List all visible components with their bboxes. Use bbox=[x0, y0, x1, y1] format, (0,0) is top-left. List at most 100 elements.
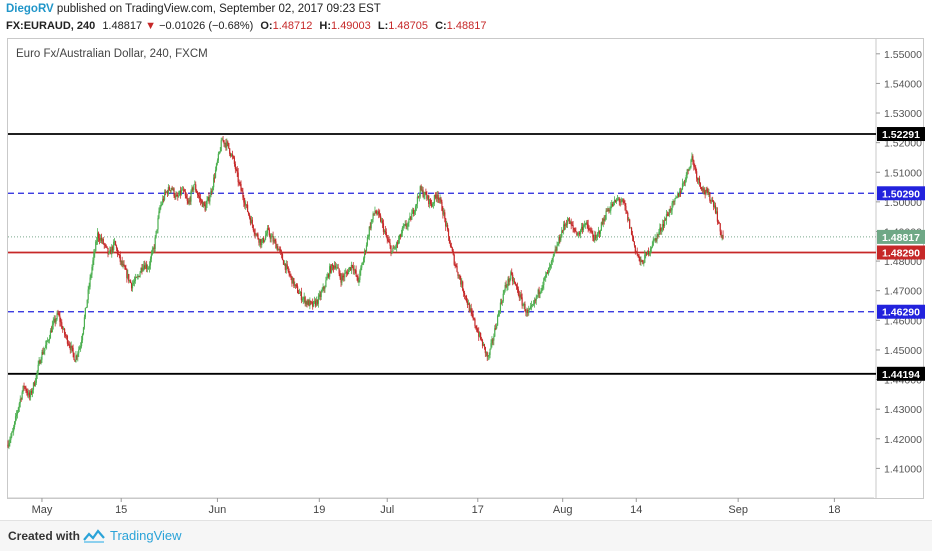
candle-body bbox=[512, 274, 514, 282]
candle-body bbox=[103, 243, 105, 245]
chart-title: Euro Fx/Australian Dollar, 240, FXCM bbox=[16, 48, 208, 60]
candle-body bbox=[91, 267, 93, 275]
candle-body bbox=[248, 214, 251, 218]
candle-body bbox=[642, 261, 644, 264]
candle-body bbox=[616, 198, 619, 200]
candle-body bbox=[279, 249, 281, 250]
candle-body bbox=[225, 143, 227, 148]
candle-body bbox=[620, 201, 622, 203]
candle-body bbox=[184, 191, 186, 196]
candle-body bbox=[407, 222, 409, 227]
candle-body bbox=[260, 239, 262, 246]
candle-body bbox=[556, 245, 558, 251]
candle-body bbox=[494, 328, 496, 337]
candle-body bbox=[181, 189, 184, 191]
candle-body bbox=[158, 211, 160, 219]
candle-body bbox=[470, 308, 472, 312]
candle-body bbox=[77, 353, 79, 357]
candle-body bbox=[180, 190, 182, 195]
candle-body bbox=[21, 392, 23, 400]
candle-body bbox=[346, 272, 348, 273]
candle-body bbox=[365, 245, 368, 252]
tradingview-brand[interactable]: TradingView bbox=[110, 528, 182, 543]
candle-body bbox=[28, 392, 30, 396]
candle-body bbox=[30, 390, 32, 398]
candle-body bbox=[712, 199, 714, 202]
candle-body bbox=[410, 216, 412, 220]
candle-body bbox=[363, 258, 365, 264]
candle-body bbox=[717, 221, 719, 223]
candle-body bbox=[192, 187, 194, 190]
candle-body bbox=[662, 223, 664, 230]
candle-body bbox=[242, 191, 244, 198]
candle-body bbox=[304, 297, 306, 305]
candle-body bbox=[614, 199, 617, 203]
candle-body bbox=[634, 245, 636, 252]
candle-body bbox=[163, 198, 165, 200]
candle-body bbox=[322, 286, 324, 291]
candle-body bbox=[31, 389, 34, 394]
candle-body bbox=[362, 263, 364, 265]
candle-body bbox=[299, 292, 302, 294]
candle-body bbox=[563, 224, 566, 227]
candle-body bbox=[213, 177, 216, 179]
candle-body bbox=[545, 274, 547, 278]
candle-body bbox=[78, 349, 80, 354]
candle-body bbox=[443, 212, 445, 215]
candle-body bbox=[525, 311, 527, 313]
candle-body bbox=[201, 200, 203, 207]
candle-body bbox=[449, 243, 452, 247]
candle-body bbox=[687, 169, 689, 171]
candle-body bbox=[131, 284, 134, 289]
x-tick-label: 17 bbox=[472, 504, 484, 516]
candle-body bbox=[368, 226, 370, 237]
candle-body bbox=[566, 220, 569, 225]
candle-body bbox=[9, 440, 11, 443]
level-price-tag: 1.44194 bbox=[882, 369, 920, 381]
candle-body bbox=[608, 209, 610, 212]
candle-body bbox=[447, 229, 450, 237]
candle-body bbox=[602, 218, 604, 225]
candle-body bbox=[200, 200, 202, 202]
candle-body bbox=[144, 265, 146, 269]
candle-body bbox=[32, 382, 35, 390]
tradingview-logo-icon[interactable] bbox=[82, 527, 106, 545]
candle-body bbox=[405, 223, 407, 227]
candle-body bbox=[29, 392, 31, 398]
candle-body bbox=[273, 240, 275, 242]
price-chart[interactable]: Euro Fx/Australian Dollar, 240, FXCM 1.5… bbox=[0, 0, 932, 520]
candle-body bbox=[164, 192, 167, 193]
candle-body bbox=[457, 271, 459, 276]
candle-body bbox=[188, 200, 190, 204]
candle-body bbox=[318, 294, 320, 297]
author-link[interactable]: DiegoRV bbox=[6, 3, 54, 15]
candle-body bbox=[75, 355, 77, 362]
candle-body bbox=[126, 269, 128, 279]
candle-body bbox=[453, 254, 455, 265]
candle-body bbox=[722, 235, 724, 239]
candle-body bbox=[414, 206, 417, 212]
candle-body bbox=[506, 286, 508, 287]
candle-body bbox=[644, 254, 646, 263]
candle-body bbox=[505, 285, 507, 287]
candle-body bbox=[554, 249, 556, 253]
candle-body bbox=[152, 248, 154, 250]
candle-body bbox=[591, 231, 593, 234]
candle-body bbox=[401, 227, 403, 234]
candle-body bbox=[598, 231, 601, 234]
x-tick-label: May bbox=[32, 504, 53, 516]
candle-body bbox=[148, 265, 151, 269]
candle-body bbox=[388, 240, 390, 243]
candle-body bbox=[436, 194, 438, 199]
candle-body bbox=[256, 233, 258, 235]
candle-body bbox=[185, 195, 187, 199]
candle-body bbox=[694, 166, 696, 168]
candle-body bbox=[697, 178, 700, 180]
candle-body bbox=[455, 264, 457, 267]
candle-body bbox=[133, 280, 136, 283]
candle-body bbox=[540, 290, 542, 292]
candle-body bbox=[81, 334, 84, 341]
candle-body bbox=[354, 269, 356, 271]
candle-body bbox=[551, 257, 553, 262]
candle-body bbox=[54, 318, 56, 323]
